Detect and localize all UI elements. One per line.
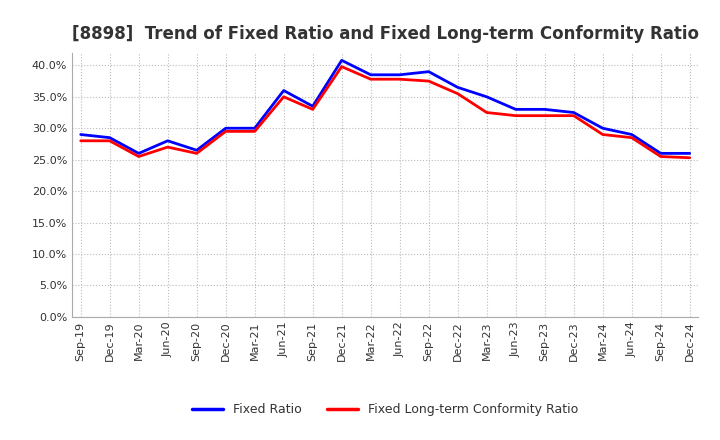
Fixed Long-term Conformity Ratio [366, 77, 375, 82]
Fixed Long-term Conformity Ratio [395, 77, 404, 82]
Fixed Long-term Conformity Ratio [163, 144, 172, 150]
Fixed Ratio [598, 125, 607, 131]
Fixed Ratio [511, 107, 520, 112]
Fixed Ratio [135, 151, 143, 156]
Line: Fixed Ratio: Fixed Ratio [81, 60, 690, 154]
Line: Fixed Long-term Conformity Ratio: Fixed Long-term Conformity Ratio [81, 66, 690, 158]
Fixed Long-term Conformity Ratio [570, 113, 578, 118]
Fixed Long-term Conformity Ratio [627, 135, 636, 140]
Fixed Ratio [105, 135, 114, 140]
Fixed Long-term Conformity Ratio [511, 113, 520, 118]
Fixed Ratio [685, 151, 694, 156]
Fixed Long-term Conformity Ratio [279, 94, 288, 99]
Fixed Long-term Conformity Ratio [135, 154, 143, 159]
Fixed Long-term Conformity Ratio [105, 138, 114, 143]
Fixed Long-term Conformity Ratio [221, 129, 230, 134]
Fixed Long-term Conformity Ratio [685, 155, 694, 161]
Fixed Ratio [76, 132, 85, 137]
Fixed Ratio [657, 151, 665, 156]
Fixed Long-term Conformity Ratio [541, 113, 549, 118]
Fixed Ratio [279, 88, 288, 93]
Fixed Ratio [308, 103, 317, 109]
Fixed Long-term Conformity Ratio [76, 138, 85, 143]
Fixed Ratio [395, 72, 404, 77]
Fixed Long-term Conformity Ratio [657, 154, 665, 159]
Fixed Ratio [192, 147, 201, 153]
Fixed Ratio [163, 138, 172, 143]
Fixed Long-term Conformity Ratio [424, 78, 433, 84]
Fixed Ratio [627, 132, 636, 137]
Legend: Fixed Ratio, Fixed Long-term Conformity Ratio: Fixed Ratio, Fixed Long-term Conformity … [187, 399, 583, 422]
Fixed Ratio [541, 107, 549, 112]
Fixed Ratio [221, 125, 230, 131]
Fixed Ratio [366, 72, 375, 77]
Fixed Long-term Conformity Ratio [251, 129, 259, 134]
Fixed Ratio [482, 94, 491, 99]
Title: [8898]  Trend of Fixed Ratio and Fixed Long-term Conformity Ratio: [8898] Trend of Fixed Ratio and Fixed Lo… [72, 25, 698, 43]
Fixed Long-term Conformity Ratio [192, 151, 201, 156]
Fixed Ratio [251, 125, 259, 131]
Fixed Ratio [338, 58, 346, 63]
Fixed Long-term Conformity Ratio [338, 64, 346, 69]
Fixed Long-term Conformity Ratio [308, 107, 317, 112]
Fixed Ratio [424, 69, 433, 74]
Fixed Long-term Conformity Ratio [454, 91, 462, 96]
Fixed Long-term Conformity Ratio [598, 132, 607, 137]
Fixed Ratio [570, 110, 578, 115]
Fixed Ratio [454, 85, 462, 90]
Fixed Long-term Conformity Ratio [482, 110, 491, 115]
